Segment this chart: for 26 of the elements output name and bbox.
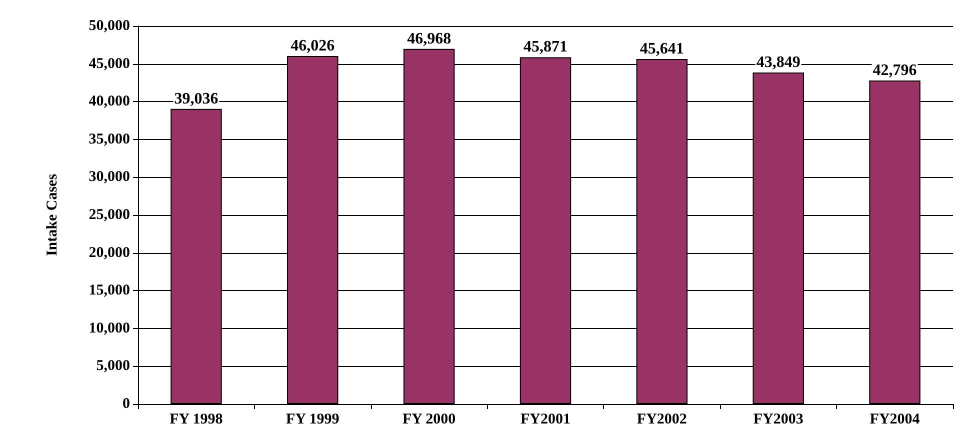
y-tick-label: 15,000: [88, 282, 130, 299]
x-tick-label: FY2003: [753, 412, 804, 428]
data-label: 42,796: [872, 62, 917, 79]
x-tick-label: FY 1998: [170, 412, 223, 428]
data-label: 46,968: [407, 30, 452, 48]
y-tick-label: 0: [122, 396, 130, 412]
y-tick-label: 25,000: [88, 207, 130, 223]
y-tick-label: 30,000: [88, 169, 130, 186]
x-tick-label: FY2001: [520, 412, 570, 428]
y-tick-label: 45,000: [88, 56, 130, 72]
x-tick-label: FY2004: [870, 412, 920, 428]
data-label: 46,026: [290, 38, 335, 55]
data-label: 43,849: [756, 54, 800, 71]
y-tick-label: 20,000: [88, 244, 130, 261]
data-label: 45,641: [640, 40, 684, 58]
y-axis-title: Intake Cases: [44, 174, 60, 256]
x-tick-label: FY 2000: [402, 412, 456, 428]
data-label: 39,036: [174, 90, 218, 108]
x-tick-label: FY2002: [636, 412, 687, 428]
data-label: 45,871: [524, 38, 568, 56]
y-tick-label: 40,000: [88, 94, 130, 110]
y-tick-label: 10,000: [88, 320, 130, 336]
y-tick-label: 35,000: [88, 131, 130, 148]
y-tick-label: 5,000: [96, 358, 130, 374]
y-tick-label: 50,000: [88, 18, 130, 34]
x-tick-label: FY 1999: [286, 412, 340, 428]
